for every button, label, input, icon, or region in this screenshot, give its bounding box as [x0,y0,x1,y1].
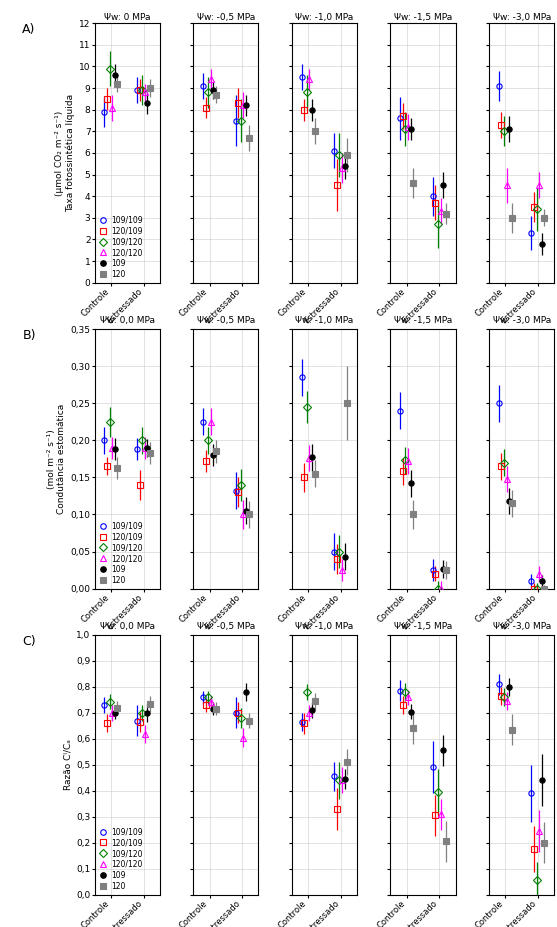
Text: B): B) [22,329,36,342]
X-axis label: Ψw: -1,0 MPa: Ψw: -1,0 MPa [295,651,354,660]
X-axis label: Ψw: -1,5 MPa: Ψw: -1,5 MPa [394,651,452,660]
Title: Ψw: -1,5 MPa: Ψw: -1,5 MPa [394,13,452,22]
Legend: 109/109, 120/109, 109/120, 120/120, 109, 120: 109/109, 120/109, 109/120, 120/120, 109,… [97,520,144,587]
Title: Ψw: -1,0 MPa: Ψw: -1,0 MPa [295,13,354,22]
Title: Ψw: -3,0 MPa: Ψw: -3,0 MPa [492,13,551,22]
Text: A): A) [22,23,36,36]
X-axis label: Ψw: 0,0 MPa: Ψw: 0,0 MPa [100,651,155,660]
Text: Ψw: -0,5 MPa: Ψw: -0,5 MPa [197,622,255,631]
X-axis label: Ψw: -0,5 MPa: Ψw: -0,5 MPa [197,651,255,660]
Y-axis label: Razão Cᴵ/Cₐ: Razão Cᴵ/Cₐ [63,740,72,790]
Text: Ψw: -1,5 MPa: Ψw: -1,5 MPa [394,622,452,631]
Text: Ψw: 0,0 MPa: Ψw: 0,0 MPa [100,622,155,631]
X-axis label: Ψw: 0,0 MPa: Ψw: 0,0 MPa [100,345,155,354]
Y-axis label: (μmol CO₂ m⁻² s⁻¹)
Taxa fotossintética líquida: (μmol CO₂ m⁻² s⁻¹) Taxa fotossintética l… [55,94,75,212]
X-axis label: Ψw: -1,0 MPa: Ψw: -1,0 MPa [295,345,354,354]
Text: Ψw: -0,5 MPa: Ψw: -0,5 MPa [197,316,255,325]
Title: Ψw: 0 MPa: Ψw: 0 MPa [104,13,150,22]
Y-axis label: (mol m⁻² s⁻¹)
Condutância estomática: (mol m⁻² s⁻¹) Condutância estomática [47,404,66,514]
Text: Ψw: -3,0 MPa: Ψw: -3,0 MPa [492,316,551,325]
Legend: 109/109, 120/109, 109/120, 120/120, 109, 120: 109/109, 120/109, 109/120, 120/120, 109,… [97,214,144,281]
Text: C): C) [22,635,36,648]
X-axis label: Ψw: -0,5 MPa: Ψw: -0,5 MPa [197,345,255,354]
X-axis label: Ψw: -3,0 MPa: Ψw: -3,0 MPa [492,651,551,660]
Text: Ψw: -1,0 MPa: Ψw: -1,0 MPa [295,622,354,631]
Text: Ψw: -3,0 MPa: Ψw: -3,0 MPa [492,622,551,631]
Text: Ψw: -1,5 MPa: Ψw: -1,5 MPa [394,316,452,325]
X-axis label: Ψw: -3,0 MPa: Ψw: -3,0 MPa [492,345,551,354]
Text: Ψw: -1,0 MPa: Ψw: -1,0 MPa [295,316,354,325]
Legend: 109/109, 120/109, 109/120, 120/120, 109, 120: 109/109, 120/109, 109/120, 120/120, 109,… [97,826,144,893]
Text: Ψw: 0,0 MPa: Ψw: 0,0 MPa [100,316,155,325]
X-axis label: Ψw: -1,5 MPa: Ψw: -1,5 MPa [394,345,452,354]
Title: Ψw: -0,5 MPa: Ψw: -0,5 MPa [197,13,255,22]
